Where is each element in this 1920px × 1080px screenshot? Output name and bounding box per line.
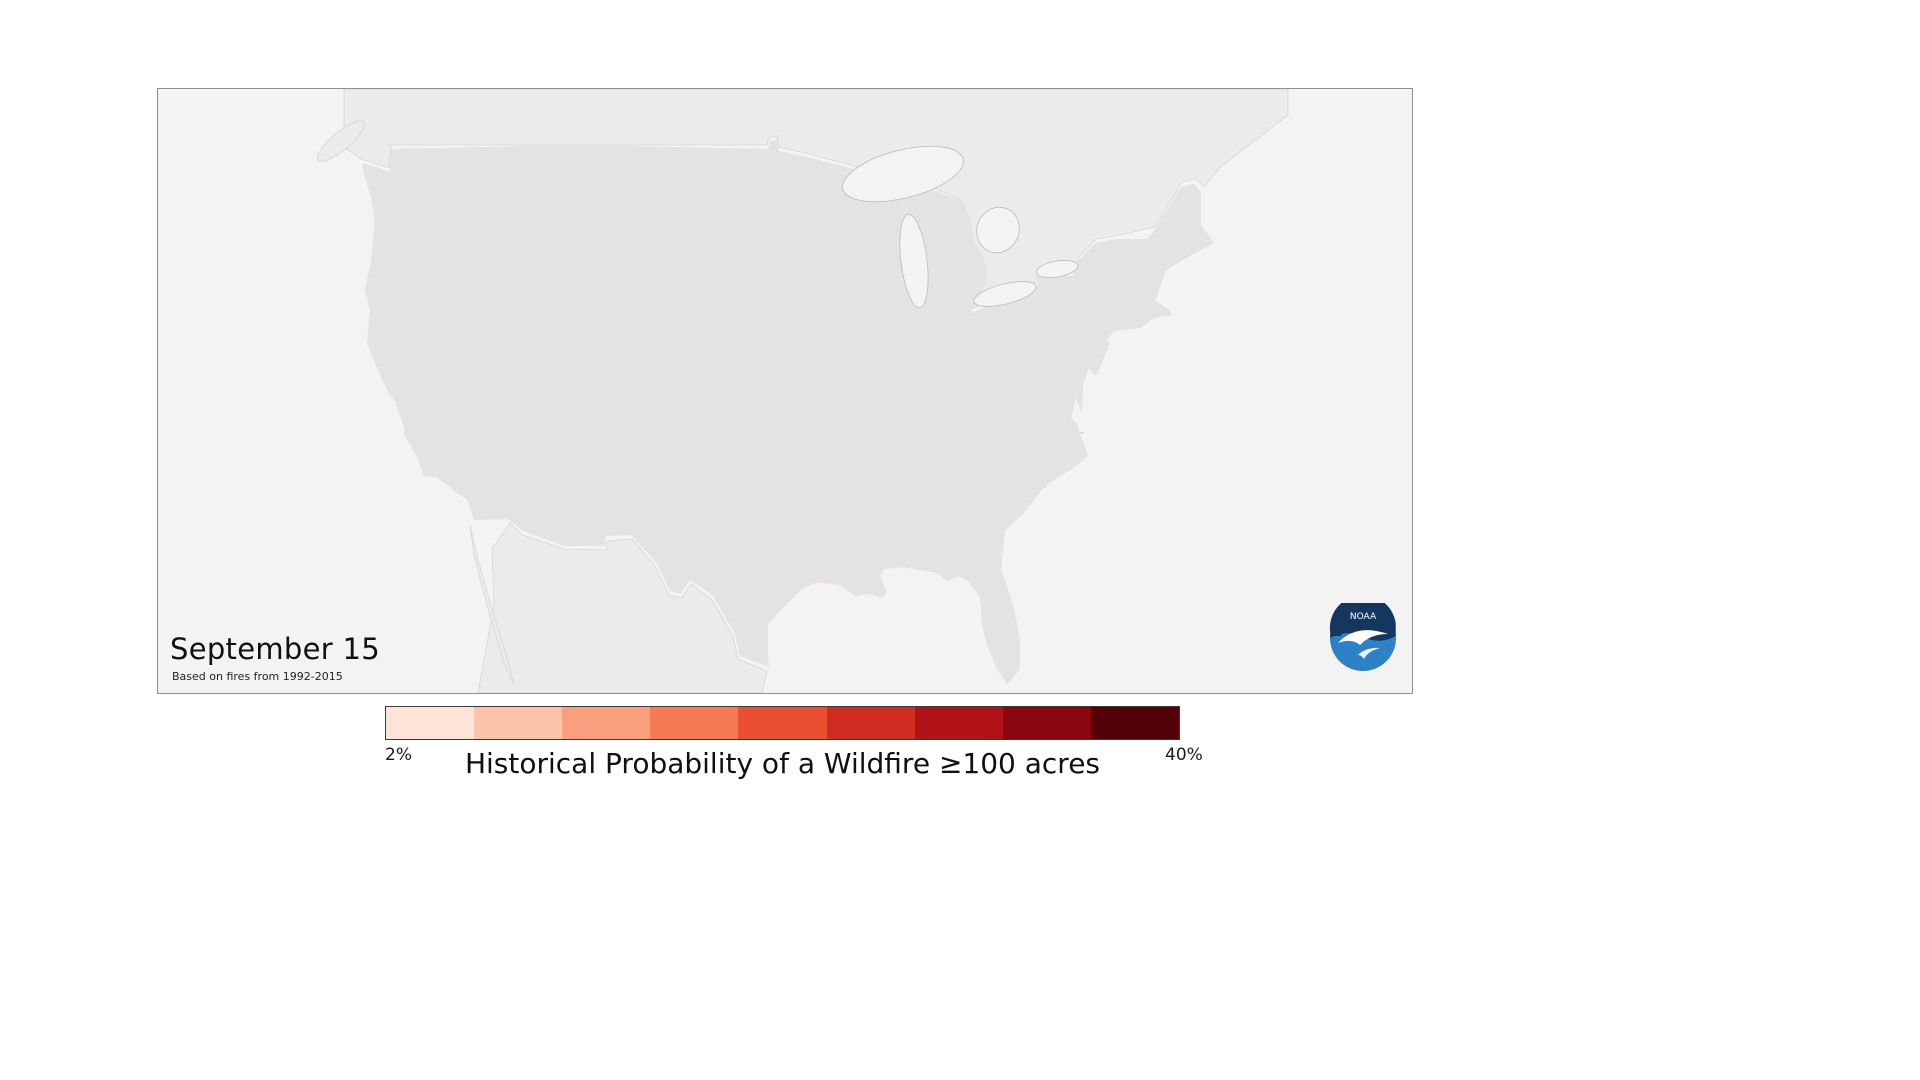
colorbar-segment bbox=[474, 707, 563, 739]
lake-ontario bbox=[1035, 259, 1079, 279]
great-lakes bbox=[842, 145, 1079, 309]
lake-huron bbox=[976, 206, 1020, 254]
noaa-logo: NOAA bbox=[1329, 603, 1396, 671]
legend-min-label: 2% bbox=[385, 745, 412, 765]
colorbar-segment bbox=[1090, 707, 1179, 739]
colorbar-segment bbox=[562, 707, 651, 739]
source-note: Based on fires from 1992-2015 bbox=[172, 670, 343, 683]
colorbar-segment bbox=[386, 707, 475, 739]
legend-max-label: 40% bbox=[1165, 745, 1203, 765]
lake-superior bbox=[842, 145, 964, 203]
us-map bbox=[158, 89, 1412, 693]
neighbor-landmasses bbox=[316, 89, 1289, 693]
date-label: September 15 bbox=[170, 632, 381, 666]
noaa-bird-icon bbox=[1338, 630, 1388, 645]
colorbar-segment bbox=[1002, 707, 1091, 739]
legend-title: Historical Probability of a Wildfire ≥10… bbox=[464, 747, 1101, 780]
lake-michigan bbox=[899, 213, 929, 309]
lake-erie bbox=[973, 281, 1037, 307]
mexico-landmass bbox=[477, 522, 768, 693]
noaa-wave-icon bbox=[1358, 647, 1380, 659]
colorbar-segment bbox=[738, 707, 827, 739]
colorbar-segment bbox=[650, 707, 739, 739]
vancouver-island bbox=[316, 120, 366, 162]
probability-colorbar bbox=[385, 706, 1180, 740]
wildfire-probability-map-panel: September 15 Based on fires from 1992-20… bbox=[157, 88, 1413, 694]
noaa-logo-text: NOAA bbox=[1350, 612, 1377, 622]
colorbar-segment bbox=[826, 707, 915, 739]
colorbar-segment bbox=[914, 707, 1003, 739]
noaa-logo-sky-left bbox=[1330, 604, 1364, 636]
baja-california bbox=[469, 524, 515, 686]
